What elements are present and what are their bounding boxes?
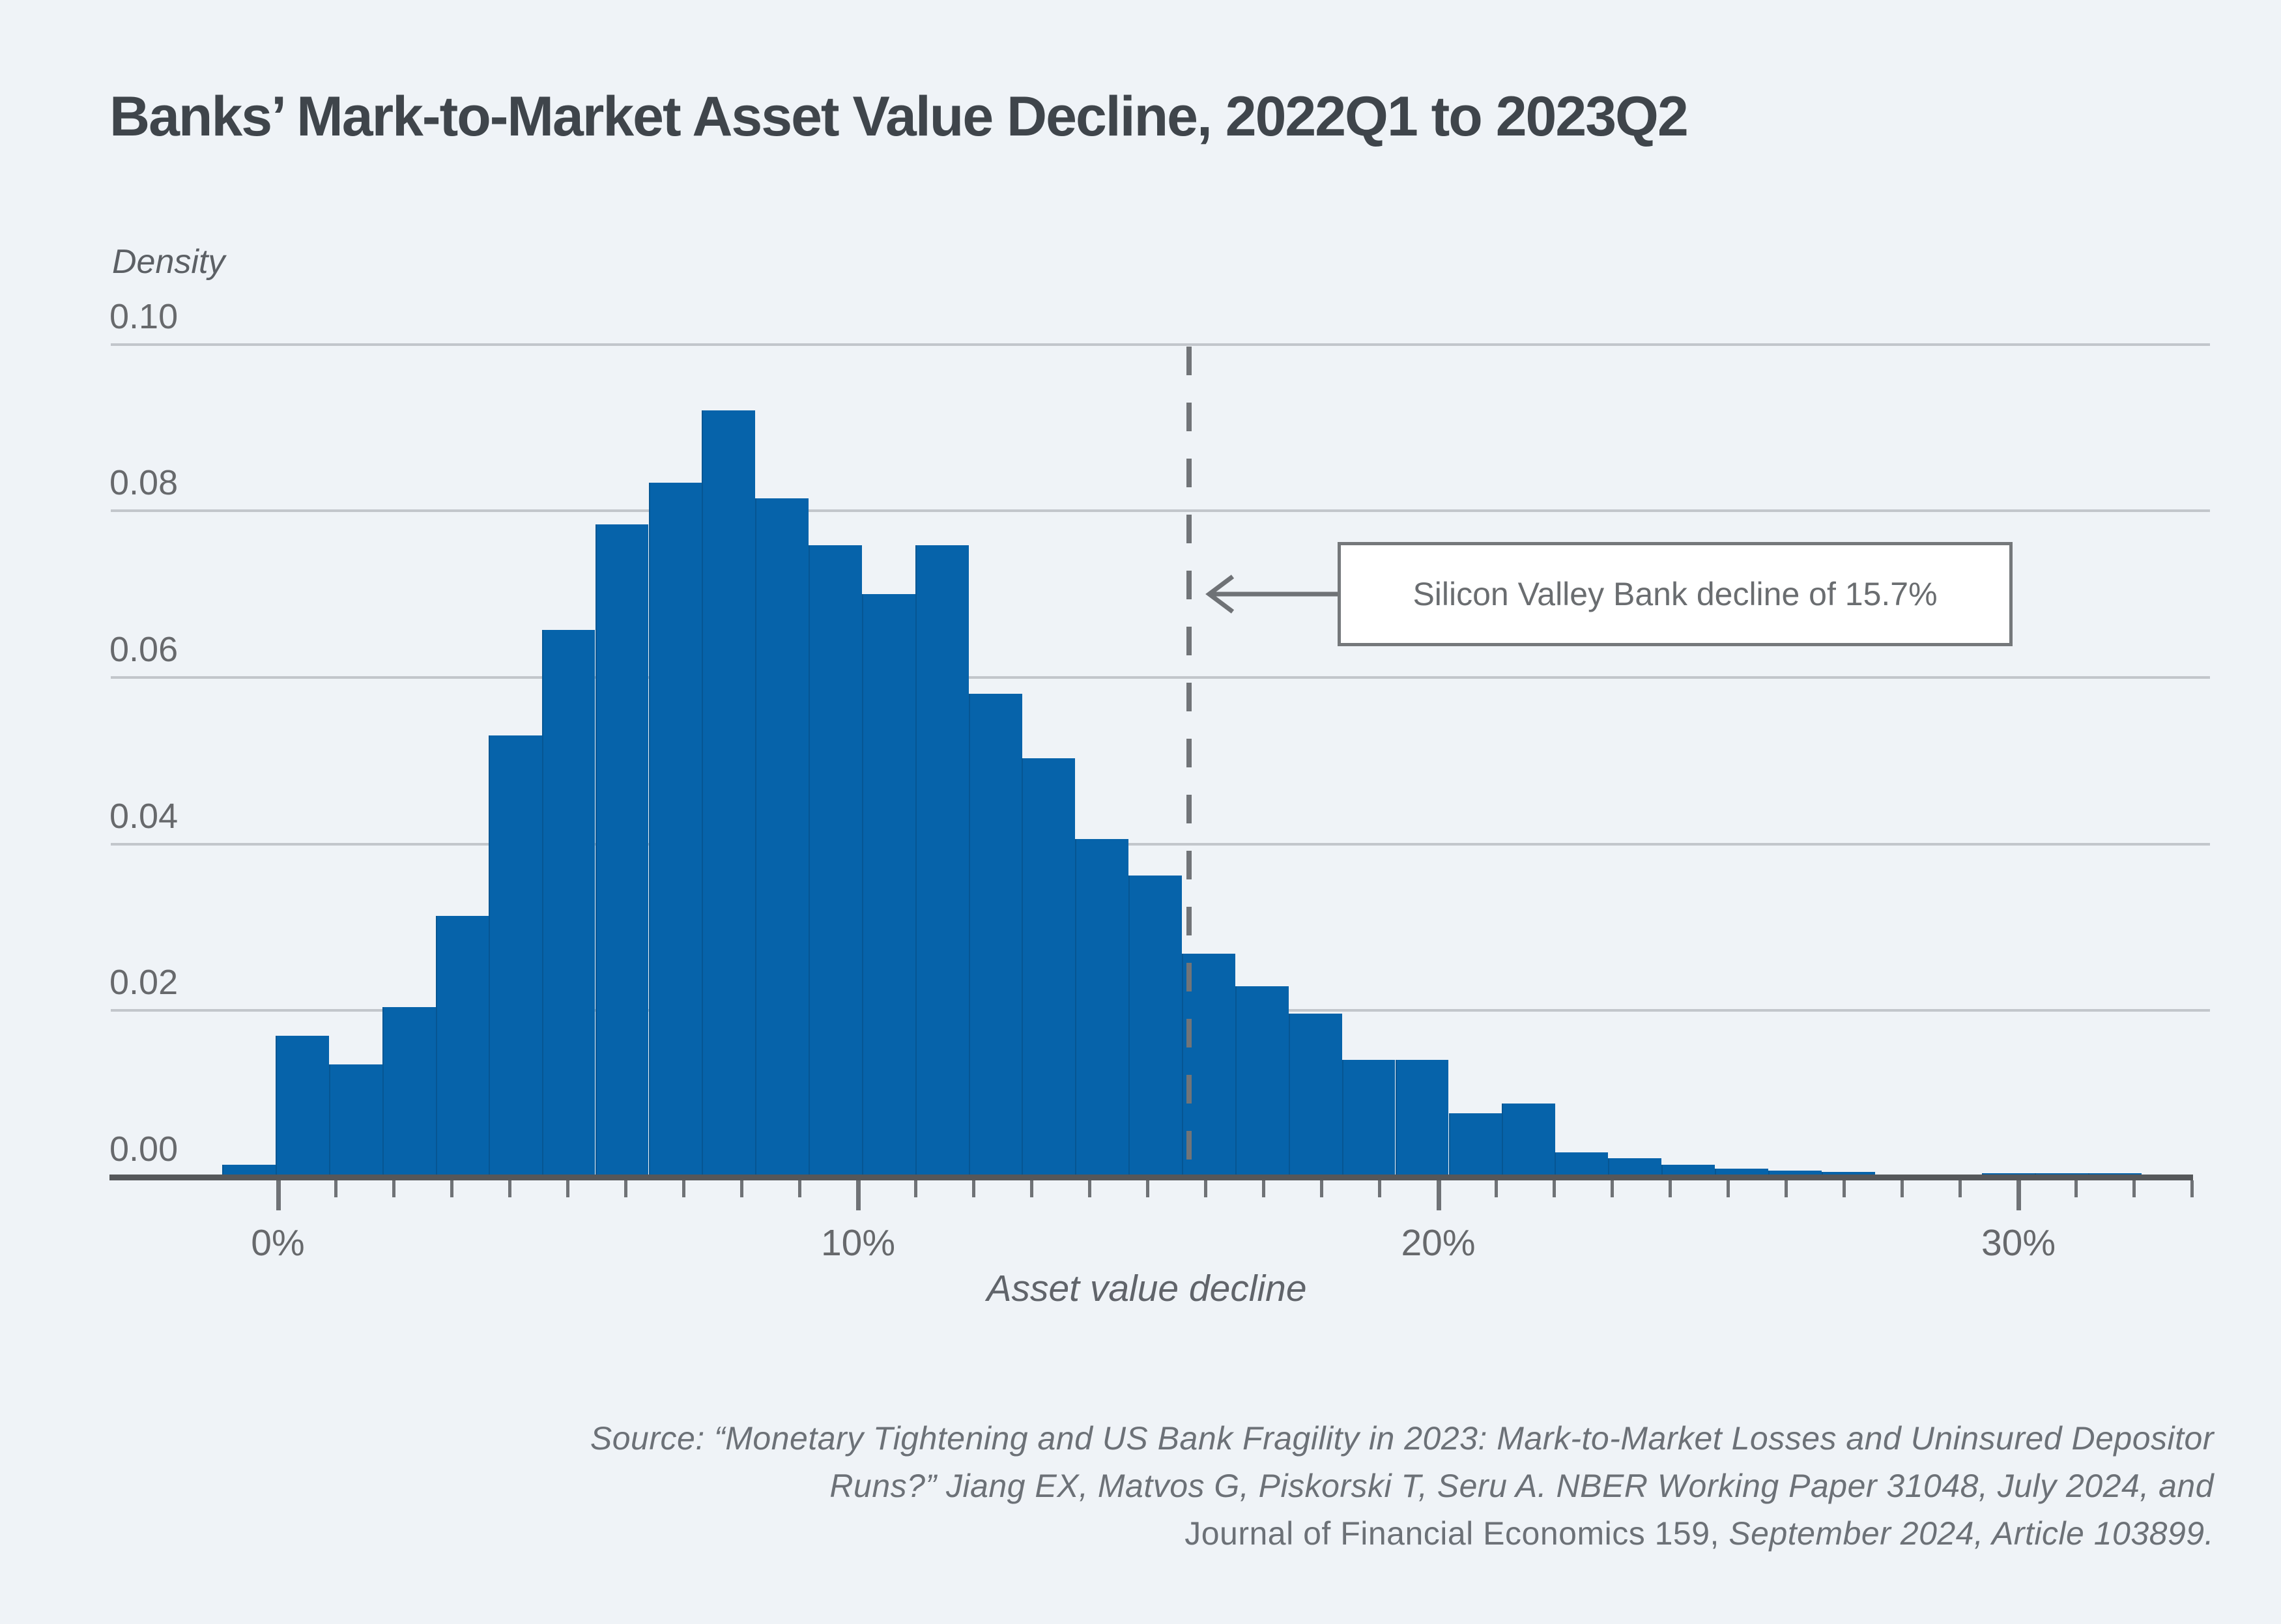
y-tick-label: 0.06	[109, 629, 179, 669]
x-minor-tick	[1552, 1180, 1556, 1197]
histogram-bar	[488, 735, 542, 1175]
y-gridline	[111, 343, 2210, 346]
x-axis-line	[109, 1175, 2193, 1180]
x-minor-tick	[797, 1180, 801, 1197]
x-minor-tick	[972, 1180, 976, 1197]
histogram-bar	[1022, 758, 1075, 1175]
histogram-bar	[382, 1007, 436, 1175]
y-gridline	[111, 842, 2210, 846]
histogram-bar	[969, 694, 1022, 1175]
x-tick-label: 10%	[820, 1222, 896, 1264]
x-minor-tick	[334, 1180, 337, 1197]
y-gridline	[111, 676, 2210, 679]
y-tick-label: 0.00	[109, 1130, 179, 1169]
x-minor-tick	[2074, 1180, 2078, 1197]
x-minor-tick	[1204, 1180, 1208, 1197]
histogram-bar	[862, 594, 916, 1175]
x-minor-tick	[2132, 1180, 2136, 1197]
source-journal-name: Journal of Financial Economics 159,	[1184, 1515, 1719, 1552]
histogram-bar	[1341, 1059, 1396, 1175]
x-minor-tick	[1610, 1180, 1614, 1197]
x-minor-tick	[1668, 1180, 1672, 1197]
histogram-bar	[1661, 1164, 1715, 1175]
x-major-tick	[1436, 1180, 1441, 1210]
histogram-bar	[1981, 1173, 2035, 1175]
x-minor-tick	[739, 1180, 743, 1197]
x-tick-label: 20%	[1401, 1222, 1476, 1264]
source-line-3: Journal of Financial Economics 159, Sept…	[590, 1510, 2214, 1558]
x-minor-tick	[392, 1180, 395, 1197]
histogram-bar	[435, 915, 489, 1175]
x-minor-tick	[1262, 1180, 1266, 1197]
histogram-bar	[1555, 1152, 1609, 1175]
histogram-bar	[1822, 1172, 1875, 1175]
x-minor-tick	[1958, 1180, 1962, 1197]
histogram-bar	[809, 545, 863, 1175]
y-gridline	[111, 509, 2210, 513]
x-axis-title: Asset value decline	[986, 1268, 1307, 1309]
y-tick-label: 0.10	[109, 296, 179, 336]
source-note: Source: “Monetary Tightening and US Bank…	[590, 1415, 2214, 1558]
histogram-bar	[915, 545, 969, 1175]
histogram-bar	[2087, 1173, 2142, 1175]
y-tick-label: 0.08	[109, 463, 179, 503]
x-minor-tick	[1494, 1180, 1498, 1197]
x-minor-tick	[450, 1180, 453, 1197]
figure-title: Banks’ Mark-to-Market Asset Value Declin…	[109, 85, 1689, 148]
x-minor-tick	[1088, 1180, 1092, 1197]
x-major-tick	[856, 1180, 861, 1210]
histogram-bar	[541, 630, 595, 1175]
x-minor-tick	[1784, 1180, 1788, 1197]
histogram-bar	[755, 498, 809, 1175]
histogram-bar	[1235, 986, 1289, 1175]
histogram-bar	[702, 410, 756, 1175]
x-minor-tick	[1320, 1180, 1324, 1197]
x-minor-tick	[1726, 1180, 1730, 1197]
y-tick-label: 0.04	[109, 796, 179, 836]
histogram-bar	[2034, 1173, 2088, 1175]
histogram-bar	[1395, 1059, 1449, 1175]
x-minor-tick	[1146, 1180, 1150, 1197]
x-minor-tick	[566, 1180, 569, 1197]
svb-dashed-line	[1186, 347, 1192, 1175]
histogram-bar	[648, 482, 702, 1175]
x-minor-tick	[1378, 1180, 1382, 1197]
histogram-bar	[1128, 876, 1182, 1175]
annotation-text: Silicon Valley Bank decline of 15.7%	[1413, 576, 1938, 612]
histogram-bar	[1075, 838, 1128, 1175]
annotation-arrow-icon	[1205, 575, 1339, 614]
source-line-3-rest: September 2024, Article 103899.	[1719, 1515, 2214, 1552]
histogram-bar	[1608, 1158, 1662, 1175]
x-minor-tick	[624, 1180, 627, 1197]
histogram-bar	[222, 1164, 276, 1175]
x-minor-tick	[2190, 1180, 2194, 1197]
histogram-bar	[1502, 1104, 1556, 1175]
x-tick-label: 30%	[1981, 1222, 2056, 1264]
y-axis-title: Density	[112, 243, 225, 281]
source-line-2: Runs?” Jiang EX, Matvos G, Piskorski T, …	[829, 1468, 2214, 1504]
source-line-1: Source: “Monetary Tightening and US Bank…	[590, 1420, 2214, 1457]
x-minor-tick	[1900, 1180, 1904, 1197]
histogram-bar	[1715, 1169, 1769, 1175]
x-minor-tick	[508, 1180, 511, 1197]
annotation-box: Silicon Valley Bank decline of 15.7%	[1338, 542, 2013, 646]
x-major-tick	[276, 1180, 281, 1210]
histogram-bar	[1288, 1014, 1342, 1175]
histogram-bar	[1768, 1170, 1822, 1175]
histogram-bar	[1448, 1113, 1502, 1175]
x-minor-tick	[1842, 1180, 1846, 1197]
x-minor-tick	[1030, 1180, 1034, 1197]
x-major-tick	[2016, 1180, 2021, 1210]
y-tick-label: 0.02	[109, 963, 179, 1003]
x-tick-label: 0%	[251, 1222, 305, 1264]
x-minor-tick	[681, 1180, 685, 1197]
x-minor-tick	[914, 1180, 918, 1197]
histogram-bar	[275, 1035, 329, 1175]
histogram-bar	[595, 524, 649, 1175]
histogram-bar	[328, 1064, 382, 1175]
